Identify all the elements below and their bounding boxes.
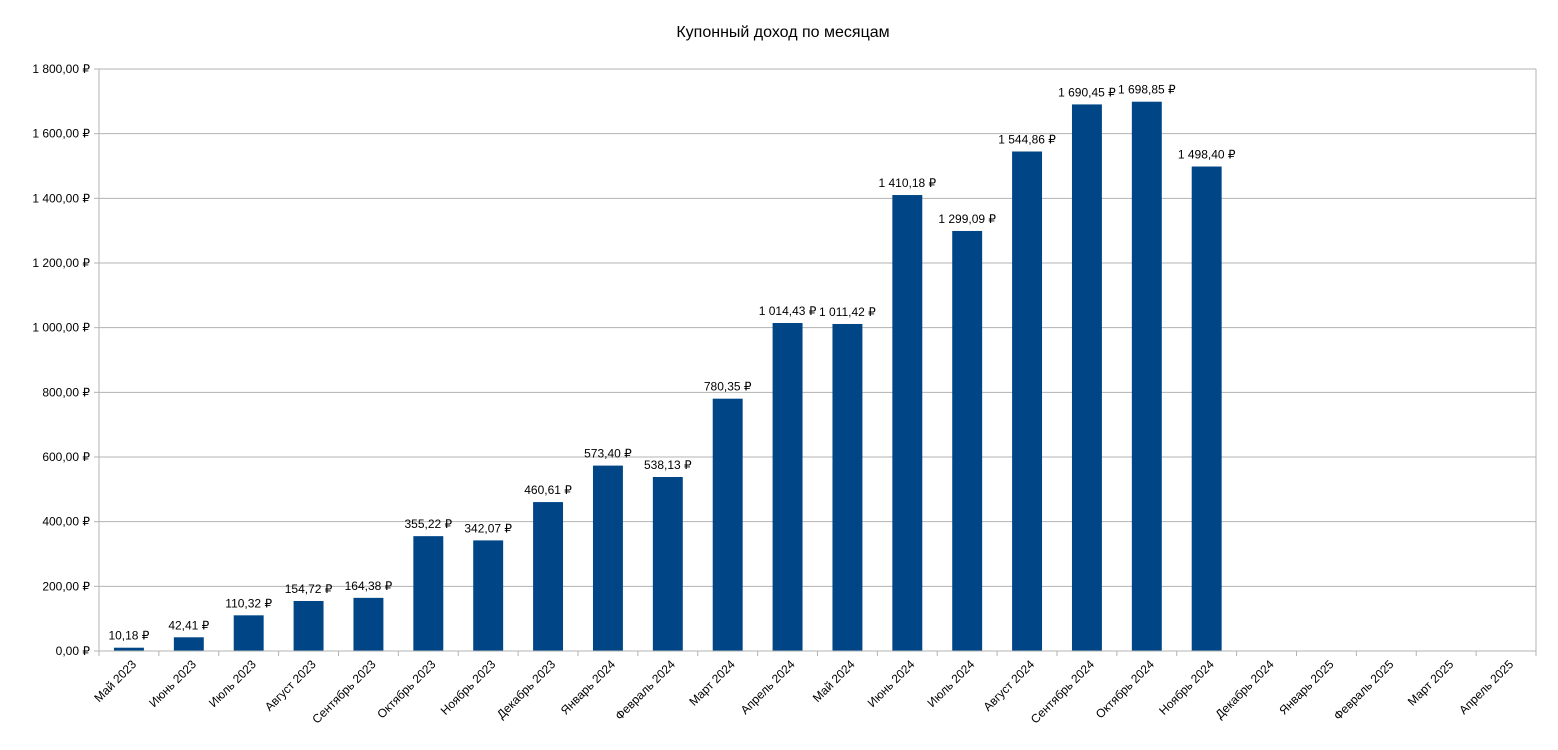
x-tick-label: Ноябрь 2024 xyxy=(1156,657,1217,718)
bar xyxy=(173,637,204,651)
x-tick-label: Июль 2024 xyxy=(925,657,978,710)
bar-value-label: 1 011,42 ₽ xyxy=(819,305,876,319)
bar-value-label: 1 014,43 ₽ xyxy=(759,304,817,318)
y-tick-label: 400,00 ₽ xyxy=(42,515,90,529)
y-tick-label: 800,00 ₽ xyxy=(42,385,90,399)
bar xyxy=(892,195,923,651)
bar xyxy=(952,230,983,651)
bar-value-label: 10,18 ₽ xyxy=(108,629,149,643)
bar-value-label: 42,41 ₽ xyxy=(168,618,209,632)
x-tick-label: Октябрь 2024 xyxy=(1093,657,1157,721)
bar-value-label: 342,07 ₽ xyxy=(464,521,512,535)
y-tick-label: 200,00 ₽ xyxy=(42,579,90,593)
x-tick-label: Февраль 2024 xyxy=(612,657,678,723)
y-tick-label: 1 400,00 ₽ xyxy=(32,191,90,205)
x-tick-label: Январь 2025 xyxy=(1276,657,1336,717)
chart-title: Купонный доход по месяцам xyxy=(676,24,889,41)
bar xyxy=(832,323,863,651)
bar-value-label: 573,40 ₽ xyxy=(584,447,632,461)
x-tick-label: Июль 2023 xyxy=(206,657,259,710)
bar-value-label: 1 498,40 ₽ xyxy=(1178,148,1236,162)
bar-value-label: 780,35 ₽ xyxy=(704,380,752,394)
data-labels: 10,18 ₽ 42,41 ₽ 110,32 ₽ 154,72 ₽ 164,38 ₽ 35… xyxy=(108,83,1235,643)
x-tick-label: Сентябрь 2024 xyxy=(1028,657,1097,726)
bar xyxy=(1131,101,1162,651)
bars xyxy=(113,101,1222,652)
x-tick-label: Июнь 2024 xyxy=(865,657,918,710)
bar xyxy=(652,477,683,651)
x-axis-ticks: Май 2023 Июнь 2023 Июль 2023 Август 2023Сен… xyxy=(91,651,1537,726)
bar xyxy=(353,597,384,651)
x-tick-label: Ноябрь 2023 xyxy=(438,657,499,718)
y-tick-label: 600,00 ₽ xyxy=(42,450,90,464)
bar xyxy=(1191,166,1222,651)
bar xyxy=(473,540,504,651)
bar-value-label: 164,38 ₽ xyxy=(345,579,393,593)
x-tick-label: Сентябрь 2023 xyxy=(309,657,378,726)
bar-value-label: 1 544,86 ₽ xyxy=(998,132,1056,146)
x-tick-label: Май 2023 xyxy=(91,657,139,705)
x-tick-label: Апрель 2025 xyxy=(1456,657,1516,717)
x-tick-label: Июнь 2023 xyxy=(146,657,199,710)
bar-value-label: 1 410,18 ₽ xyxy=(878,176,936,190)
x-tick-label: Декабрь 2023 xyxy=(494,657,558,721)
y-axis-ticks: 0,00 ₽ 200,00 ₽ 400,00 ₽ 600,00 ₽ 800,00 ₽ 1 … xyxy=(32,62,99,658)
bar-value-label: 355,22 ₽ xyxy=(404,517,452,531)
bar xyxy=(533,502,564,651)
bar-value-label: 1 698,85 ₽ xyxy=(1118,83,1176,97)
bar-value-label: 1 690,45 ₽ xyxy=(1058,85,1116,99)
y-tick-label: 1 000,00 ₽ xyxy=(32,321,90,335)
x-tick-label: Август 2023 xyxy=(262,657,319,714)
x-tick-label: Май 2024 xyxy=(810,657,858,705)
bar-value-label: 110,32 ₽ xyxy=(225,596,272,610)
x-tick-label: Февраль 2025 xyxy=(1331,657,1397,723)
bar xyxy=(1071,104,1102,652)
bar xyxy=(233,615,264,651)
bar-value-label: 154,72 ₽ xyxy=(285,582,333,596)
bar xyxy=(772,323,803,651)
bar-value-label: 460,61 ₽ xyxy=(524,483,572,497)
x-tick-label: Октябрь 2023 xyxy=(374,657,438,721)
x-tick-label: Декабрь 2024 xyxy=(1212,657,1276,721)
bar xyxy=(712,398,743,651)
x-tick-label: Август 2024 xyxy=(981,657,1038,714)
bar xyxy=(413,536,444,651)
y-tick-label: 1 800,00 ₽ xyxy=(32,62,90,76)
x-tick-label: Январь 2024 xyxy=(558,657,618,717)
bar xyxy=(293,600,324,651)
x-tick-label: Март 2024 xyxy=(686,657,738,709)
x-tick-label: Март 2025 xyxy=(1405,657,1457,709)
y-tick-label: 0,00 ₽ xyxy=(56,644,91,658)
y-tick-label: 1 200,00 ₽ xyxy=(32,256,90,270)
bar xyxy=(113,647,144,651)
bar-value-label: 538,13 ₽ xyxy=(644,458,692,472)
bar xyxy=(1012,151,1043,651)
x-tick-label: Апрель 2024 xyxy=(738,657,798,717)
bar-value-label: 1 299,09 ₽ xyxy=(938,212,996,226)
y-tick-label: 1 600,00 ₽ xyxy=(32,127,90,141)
bar xyxy=(592,465,623,651)
grid-lines xyxy=(99,68,1537,652)
